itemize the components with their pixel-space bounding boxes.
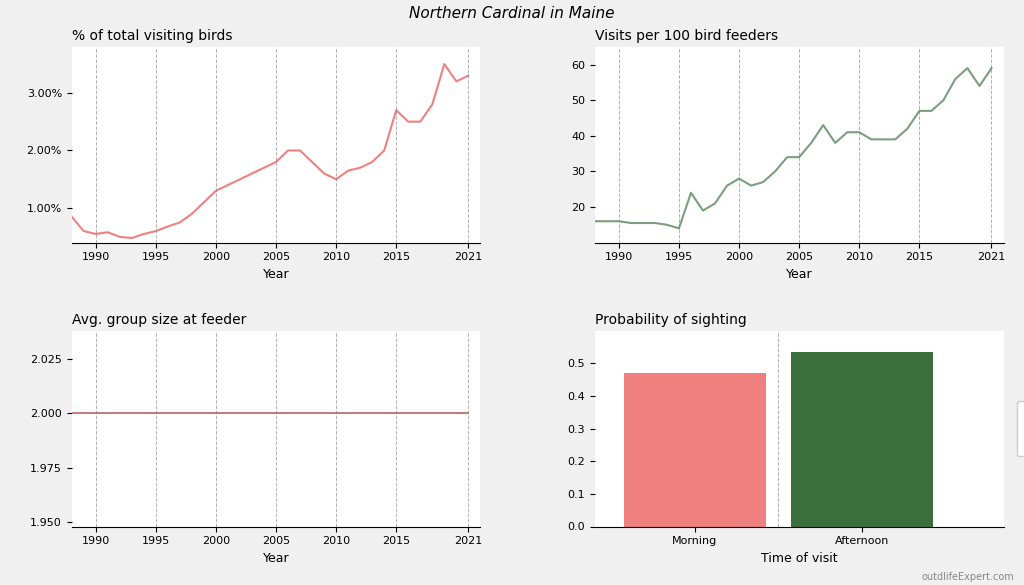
Text: Probability of sighting: Probability of sighting: [595, 313, 746, 327]
Text: outdlifeExpert.com: outdlifeExpert.com: [921, 572, 1014, 582]
Legend: Morning, Afternoon: Morning, Afternoon: [1017, 401, 1024, 456]
Text: Visits per 100 bird feeders: Visits per 100 bird feeders: [595, 29, 778, 43]
X-axis label: Year: Year: [785, 268, 812, 281]
Text: % of total visiting birds: % of total visiting birds: [72, 29, 232, 43]
X-axis label: Year: Year: [263, 552, 290, 565]
X-axis label: Time of visit: Time of visit: [761, 552, 838, 565]
Bar: [791, 352, 933, 526]
Text: Northern Cardinal in Maine: Northern Cardinal in Maine: [410, 6, 614, 21]
Text: Avg. group size at feeder: Avg. group size at feeder: [72, 313, 246, 327]
Bar: [624, 373, 766, 526]
X-axis label: Year: Year: [263, 268, 290, 281]
